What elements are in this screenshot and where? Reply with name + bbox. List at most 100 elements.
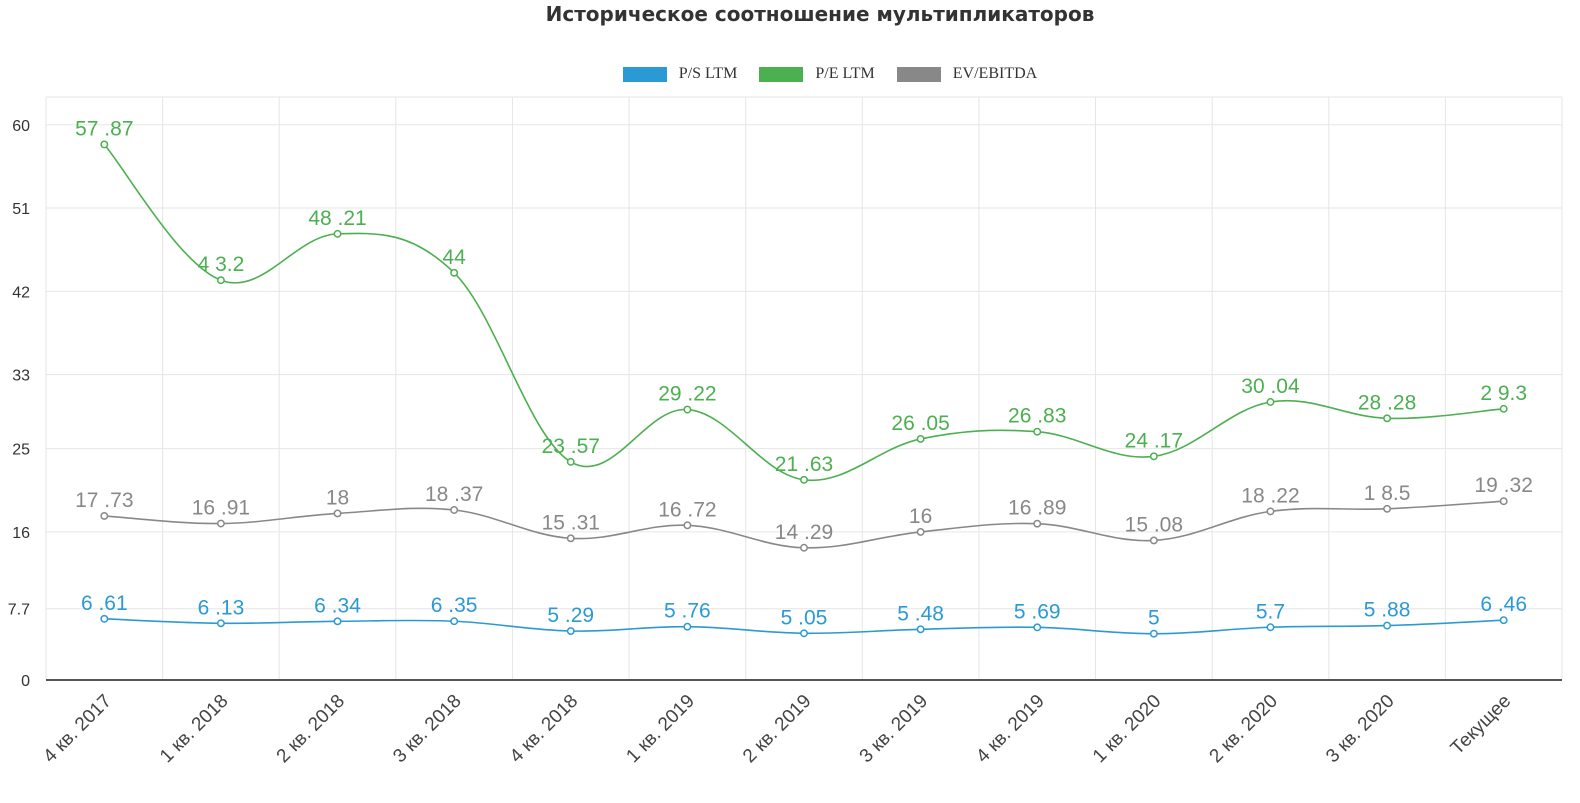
data-point-ev-ebitda — [1383, 504, 1392, 513]
data-label-ev-ebitda: 18 — [326, 486, 349, 509]
y-tick-label: 0 — [21, 673, 30, 690]
y-tick-label: 16 — [12, 525, 30, 542]
y-tick-label: 25 — [12, 442, 30, 459]
data-point-ev-ebitda — [916, 527, 925, 536]
legend-item-pe-ltm[interactable]: P/E LTM — [759, 65, 875, 83]
data-label-ev-ebitda: 16 .91 — [192, 497, 250, 520]
data-label-ev-ebitda: 16 .72 — [658, 498, 716, 521]
data-point-ev-ebitda — [1033, 519, 1042, 528]
data-label-ps-ltm: 5 .69 — [1014, 600, 1061, 623]
x-tick-label: 2 кв. 2019 — [739, 691, 815, 767]
grid — [45, 96, 1563, 680]
data-label-ps-ltm: 6 .13 — [198, 596, 245, 619]
data-point-ev-ebitda — [800, 543, 808, 552]
data-point-ev-ebitda — [100, 511, 109, 520]
data-label-ps-ltm: 5.7 — [1256, 600, 1285, 623]
series-ev-ebitda: 17 .73 16 .91 18 18 .37 15 .31 16 .72 14 .29 16… — [75, 474, 1533, 552]
data-label-ps-ltm: 5 .29 — [547, 604, 594, 627]
data-point-pe-ltm — [1383, 414, 1392, 423]
x-tick-label: 4 кв. 2017 — [39, 691, 115, 767]
data-label-ps-ltm: 6 .46 — [1480, 593, 1527, 616]
y-axis-ticks: 0 7.7 16 25 33 42 51 60 — [8, 118, 30, 690]
data-label-pe-ltm: 57 .87 — [75, 117, 133, 140]
data-label-ps-ltm: 5 .48 — [897, 602, 944, 625]
data-label-pe-ltm: 23 .57 — [542, 435, 600, 458]
data-label-ev-ebitda: 18 .37 — [425, 483, 483, 506]
x-tick-label: 1 кв. 2019 — [622, 691, 698, 767]
data-label-ev-ebitda: 18 .22 — [1241, 484, 1299, 507]
data-label-ps-ltm: 6 .35 — [431, 594, 478, 617]
legend: P/S LTM P/E LTM EV/EBITDA — [0, 65, 1580, 83]
data-point-ps-ltm — [333, 617, 342, 626]
x-tick-label: 3 кв. 2018 — [389, 691, 465, 767]
chart-title: Историческое соотношение мультипликаторо… — [545, 2, 1095, 26]
data-point-pe-ltm — [1266, 398, 1275, 406]
data-point-pe-ltm — [100, 140, 109, 149]
data-label-ps-ltm: 5 .88 — [1364, 599, 1411, 622]
y-tick-label: 51 — [12, 201, 30, 218]
data-point-ps-ltm — [1266, 623, 1275, 632]
legend-swatch-ev-ebitda — [896, 66, 941, 82]
data-label-ps-ltm: 5 — [1148, 607, 1160, 630]
data-point-ev-ebitda — [566, 534, 575, 543]
data-label-ev-ebitda: 15 .08 — [1125, 513, 1183, 536]
x-axis-ticks: 4 кв. 2017 1 кв. 2018 2 кв. 2018 3 кв. 2018… — [39, 691, 1515, 767]
data-label-ev-ebitda: 17 .73 — [75, 489, 133, 512]
data-label-ps-ltm: 6 .34 — [314, 594, 361, 617]
data-point-pe-ltm — [800, 475, 808, 484]
data-label-pe-ltm: 21 .63 — [775, 453, 833, 476]
data-label-pe-ltm: 2 9.3 — [1480, 382, 1527, 405]
x-tick-label: 1 кв. 2018 — [156, 691, 232, 767]
data-label-ps-ltm: 6 .61 — [81, 592, 128, 615]
data-point-ev-ebitda — [1266, 507, 1275, 516]
data-label-ps-ltm: 5 .76 — [664, 600, 711, 623]
data-point-ev-ebitda — [1149, 536, 1158, 545]
x-tick-label: 1 кв. 2020 — [1089, 691, 1165, 767]
data-point-ev-ebitda — [683, 521, 692, 530]
data-label-ev-ebitda: 1 8.5 — [1364, 482, 1411, 505]
x-tick-label: Текущее — [1447, 691, 1515, 759]
y-tick-label: 42 — [12, 284, 30, 301]
data-label-pe-ltm: 30 .04 — [1241, 375, 1300, 398]
data-point-pe-ltm — [566, 457, 575, 466]
data-point-pe-ltm — [1499, 404, 1508, 413]
y-tick-label: 60 — [12, 118, 30, 135]
data-point-pe-ltm — [683, 405, 692, 414]
data-point-ev-ebitda — [333, 509, 342, 518]
data-point-ps-ltm — [800, 629, 808, 638]
data-label-pe-ltm: 48 .21 — [308, 207, 366, 230]
data-point-ps-ltm — [683, 622, 692, 631]
data-label-pe-ltm: 28 .28 — [1358, 391, 1416, 414]
y-tick-label: 33 — [12, 368, 30, 385]
series-line-pe-ltm — [103, 143, 1504, 482]
legend-item-ev-ebitda[interactable]: EV/EBITDA — [896, 65, 1037, 83]
series-pe-ltm: 57 .87 4 3.2 48 .21 44 23 .57 29 .22 21 .63 26 … — [75, 117, 1527, 484]
data-point-ev-ebitda — [216, 519, 225, 528]
data-point-ps-ltm — [216, 619, 225, 628]
x-tick-label: 2 кв. 2020 — [1206, 691, 1282, 767]
data-label-ev-ebitda: 14 .29 — [775, 521, 833, 544]
legend-label-pe-ltm: P/E LTM — [815, 65, 875, 82]
data-point-ps-ltm — [100, 614, 109, 623]
y-tick-label: 7.7 — [8, 602, 30, 619]
data-point-ps-ltm — [1033, 623, 1042, 632]
data-point-ps-ltm — [1149, 629, 1158, 638]
data-label-ps-ltm: 5 .05 — [781, 606, 828, 629]
data-point-pe-ltm — [1033, 427, 1042, 436]
x-tick-label: 4 кв. 2018 — [506, 691, 582, 767]
data-point-pe-ltm — [333, 229, 342, 238]
data-point-ev-ebitda — [450, 506, 459, 514]
legend-item-ps-ltm[interactable]: P/S LTM — [622, 65, 737, 83]
legend-swatch-ps-ltm — [622, 66, 667, 82]
legend-swatch-pe-ltm — [759, 66, 804, 82]
series-ps-ltm: 6 .61 6 .13 6 .34 6 .35 5 .29 5 .76 5 .05 5 .48… — [81, 592, 1527, 638]
x-tick-label: 3 кв. 2019 — [856, 691, 932, 767]
data-label-ev-ebitda: 15 .31 — [542, 511, 600, 534]
data-point-pe-ltm — [1149, 452, 1158, 461]
data-label-pe-ltm: 29 .22 — [658, 383, 716, 406]
data-point-ps-ltm — [1383, 621, 1392, 630]
x-tick-label: 3 кв. 2020 — [1322, 691, 1398, 767]
data-label-pe-ltm: 24 .17 — [1125, 429, 1183, 452]
